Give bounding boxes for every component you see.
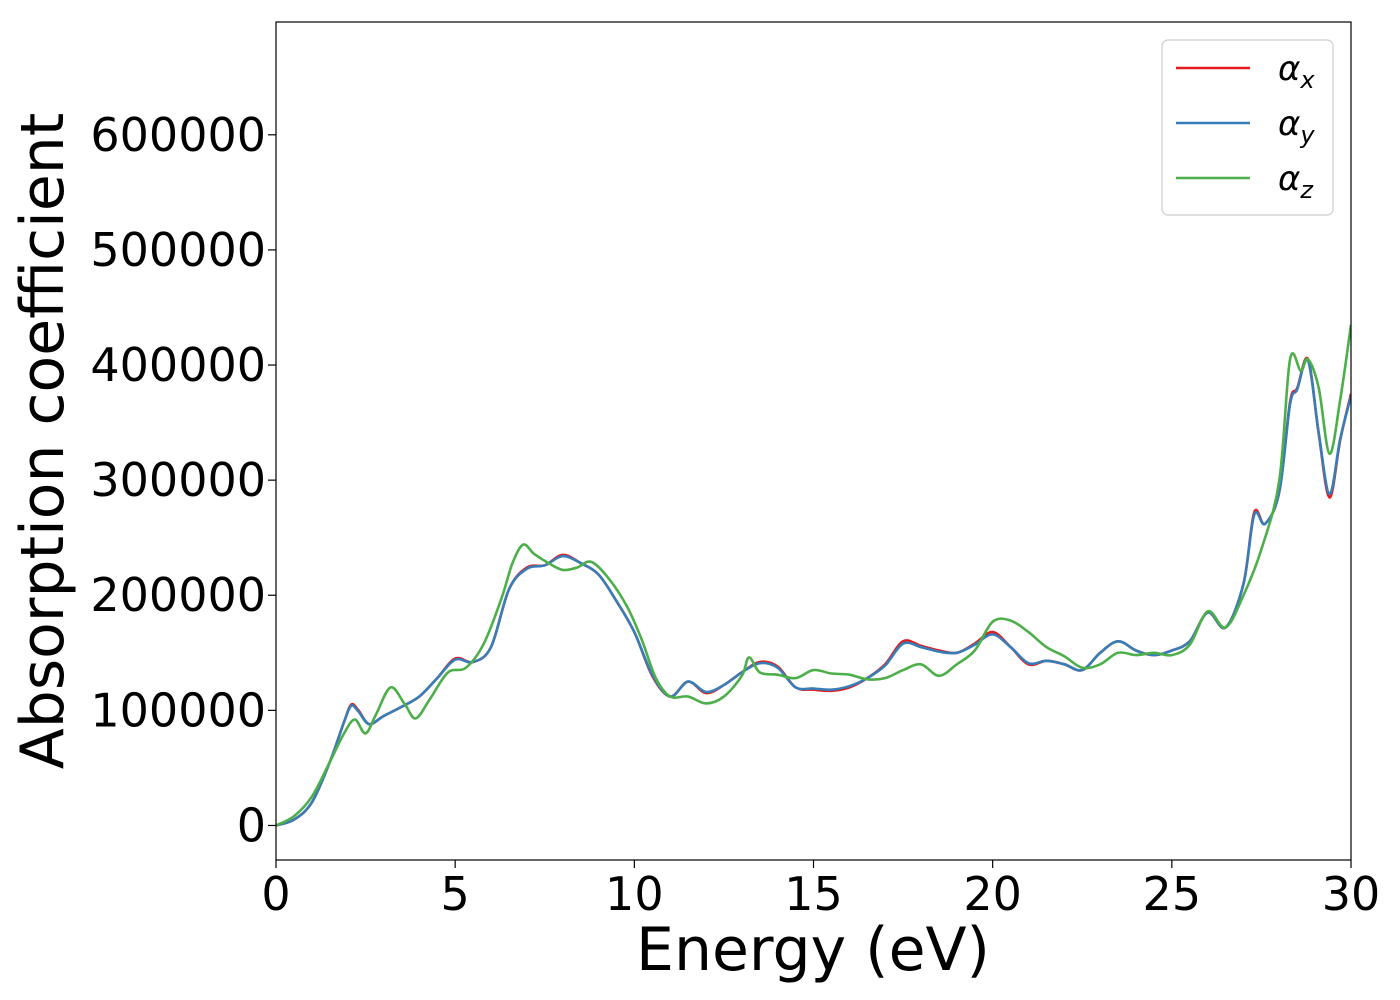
y-tick-label: 200000	[90, 568, 266, 622]
y-axis-label: Absorption coefficient	[8, 113, 78, 770]
x-tick-label: 5	[441, 867, 470, 921]
series-lines	[276, 324, 1351, 827]
y-tick-label: 500000	[90, 223, 266, 277]
y-tick-label: 600000	[90, 108, 266, 162]
legend: αx αy αz	[1161, 39, 1334, 216]
x-tick-label: 25	[1143, 867, 1202, 921]
y-tick-label: 0	[237, 798, 266, 852]
legend-label-z: αz	[1278, 159, 1314, 204]
x-tick-label: 0	[261, 867, 290, 921]
y-tick-label: 100000	[90, 683, 266, 737]
series-line-z	[276, 324, 1351, 827]
x-tick-label: 20	[963, 867, 1022, 921]
legend-label-x: αx	[1278, 49, 1315, 94]
legend-box	[1161, 39, 1334, 216]
x-axis-ticks: 0 5 10 15 20 25 30	[261, 860, 1380, 921]
legend-label-y: αy	[1278, 104, 1315, 149]
y-tick-label: 400000	[90, 338, 266, 392]
x-tick-label: 30	[1322, 867, 1381, 921]
y-axis-ticks: 0 100000 200000 300000 400000 500000 600000	[90, 108, 276, 852]
x-tick-label: 10	[605, 867, 664, 921]
x-tick-label: 15	[784, 867, 843, 921]
y-tick-label: 300000	[90, 453, 266, 507]
x-axis-label: Energy (eV)	[636, 915, 990, 985]
